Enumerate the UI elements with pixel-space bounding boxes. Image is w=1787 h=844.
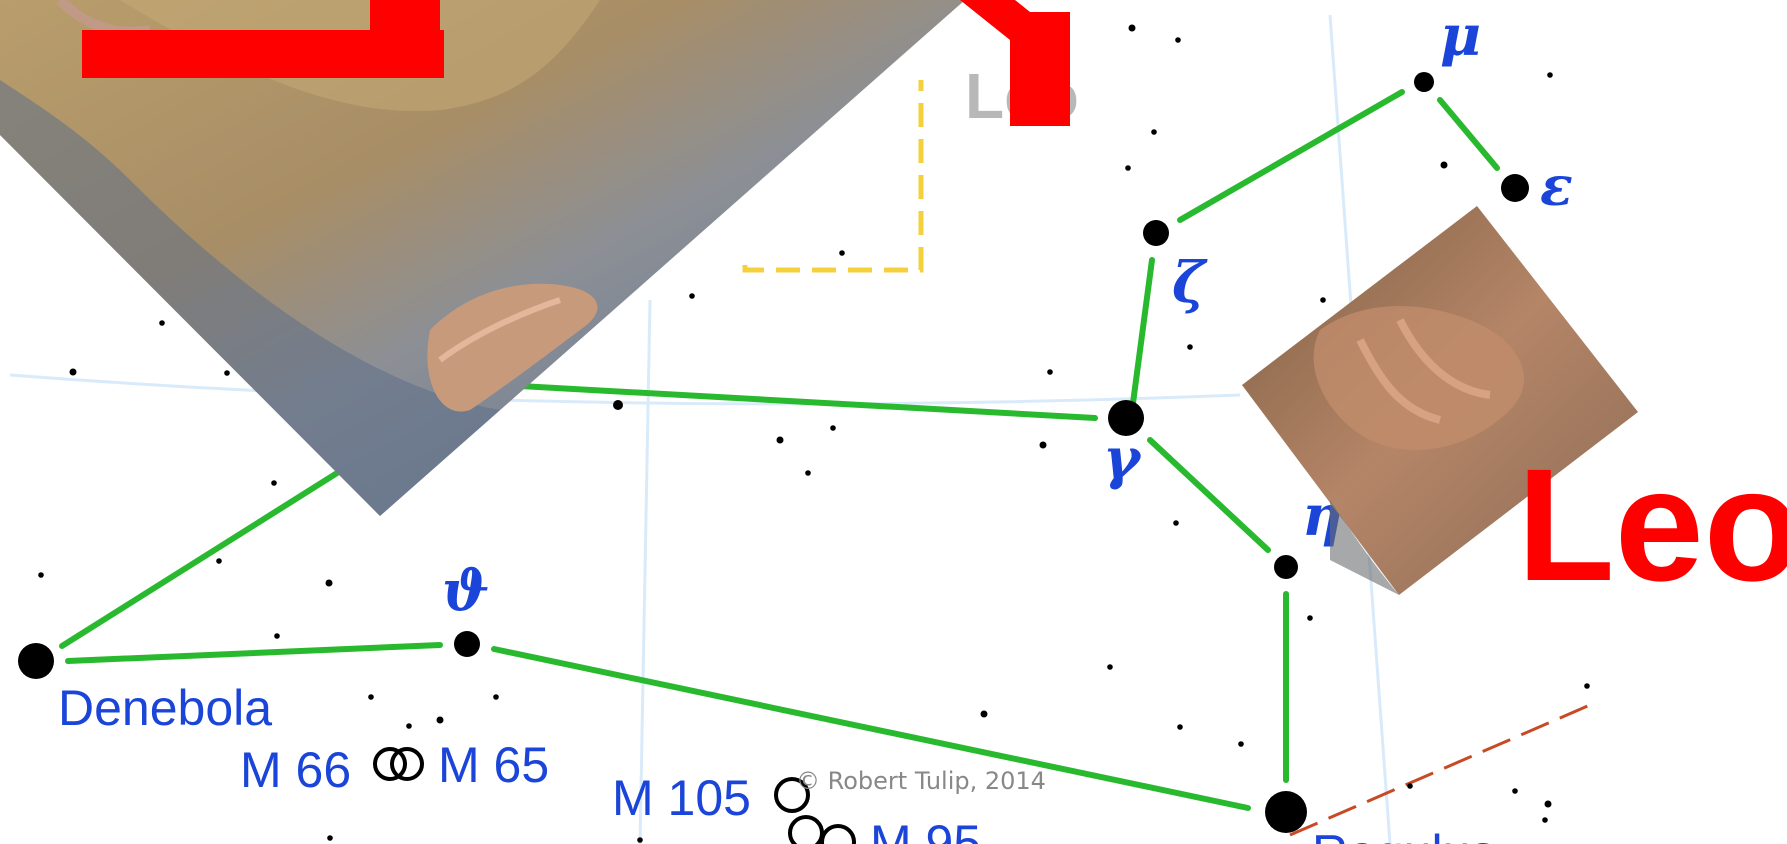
faint-star xyxy=(1107,664,1113,670)
line-gamma-zeta xyxy=(1128,257,1155,421)
star-gamma xyxy=(1108,400,1144,436)
faint-star xyxy=(1047,369,1053,375)
stick-figure xyxy=(59,89,1500,811)
faint-star xyxy=(1307,615,1313,621)
label-denebola: Denebola xyxy=(58,680,272,736)
faint-star xyxy=(224,370,230,376)
faint-star xyxy=(980,710,988,718)
faint-star xyxy=(1175,37,1181,43)
star-eta xyxy=(1274,555,1298,579)
star-regulus xyxy=(1265,791,1307,833)
faint-star xyxy=(1238,741,1244,747)
m105-symbol xyxy=(774,777,810,813)
star-theta xyxy=(454,631,480,657)
faint-star xyxy=(1512,788,1518,794)
label-epsilon: ε xyxy=(1540,154,1573,218)
faint-star xyxy=(1407,783,1413,789)
bright-stars xyxy=(18,72,1529,833)
faint-star xyxy=(69,368,77,376)
label-m95: M 95 xyxy=(870,815,981,844)
highlight-box xyxy=(742,80,924,273)
label-regulus: Regulus xyxy=(1312,825,1495,844)
label-gamma: γ xyxy=(1103,426,1143,492)
painting-fragment-hand xyxy=(1242,206,1638,595)
faint-stars xyxy=(38,24,1590,843)
faint-star xyxy=(689,293,695,299)
faint-star xyxy=(1440,161,1448,169)
red-hook xyxy=(960,0,1070,40)
ecliptic-arc xyxy=(9,373,1241,406)
star-mu xyxy=(1414,72,1434,92)
line-denebola-back xyxy=(59,465,348,649)
faint-star xyxy=(839,250,845,256)
faint-star xyxy=(1542,817,1548,823)
star-back xyxy=(613,400,623,410)
faint-star xyxy=(216,558,222,564)
faint-star xyxy=(271,480,277,486)
faint-star xyxy=(1177,724,1183,730)
painting-fragment-shoulder xyxy=(0,0,965,516)
line-zeta-mu xyxy=(1177,89,1405,223)
faint-star xyxy=(274,633,280,639)
faint-star xyxy=(1039,441,1047,449)
faint-star xyxy=(1544,800,1552,808)
faint-star xyxy=(776,436,784,444)
faint-star xyxy=(159,320,165,326)
star-epsilon xyxy=(1501,174,1529,202)
faint-star xyxy=(406,723,412,729)
faint-star xyxy=(1151,129,1157,135)
faint-star xyxy=(830,425,836,431)
label-m66: M 66 xyxy=(240,742,351,798)
line-mu-epsilon xyxy=(1437,97,1500,171)
m65-symbol xyxy=(390,747,424,781)
faint-star xyxy=(1584,683,1590,689)
faint-star xyxy=(436,716,444,724)
faint-star xyxy=(493,694,499,700)
line-gamma-eta xyxy=(1147,437,1271,553)
label-theta: ϑ xyxy=(442,558,490,624)
star-zeta xyxy=(1143,220,1169,246)
copyright-credit: © Robert Tulip, 2014 xyxy=(796,767,1046,795)
label-m65: M 65 xyxy=(438,737,549,793)
m95-symbol-a xyxy=(788,815,824,844)
red-bar-top xyxy=(370,0,440,48)
faint-star xyxy=(1128,24,1136,32)
star-denebola xyxy=(18,643,54,679)
line-back-gamma xyxy=(517,383,1098,421)
ra-line-left xyxy=(638,299,652,844)
faint-star xyxy=(1173,520,1179,526)
label-m105: M 105 xyxy=(612,770,751,826)
faint-star xyxy=(38,572,44,578)
faint-star xyxy=(805,470,811,476)
faint-star xyxy=(368,694,374,700)
faint-star xyxy=(1125,165,1131,171)
faint-star xyxy=(637,837,643,843)
large-leo-title: Leo xyxy=(1517,435,1787,614)
faint-star xyxy=(325,579,333,587)
red-watermark-strokes xyxy=(82,0,1070,126)
line-regulus-theta xyxy=(491,646,1251,811)
ecliptic-dashed-line xyxy=(1289,703,1591,837)
line-theta-denebola xyxy=(65,642,443,664)
m95-symbol-b xyxy=(820,824,856,844)
faint-star xyxy=(1320,297,1326,303)
faint-star xyxy=(1187,344,1193,350)
m66-symbol xyxy=(373,747,407,781)
faint-star xyxy=(327,835,333,841)
faint-star xyxy=(1547,72,1553,78)
label-zeta: ζ xyxy=(1172,250,1208,316)
messier-objects xyxy=(373,747,856,844)
label-mu: μ xyxy=(1440,3,1481,69)
